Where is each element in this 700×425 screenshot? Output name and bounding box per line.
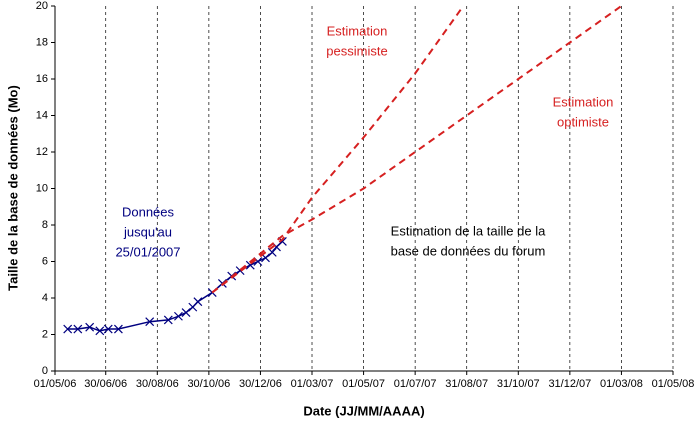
x-tick-label: 01/05/07 bbox=[342, 378, 385, 390]
x-tick-label: 01/07/07 bbox=[394, 378, 437, 390]
y-tick-label: 2 bbox=[42, 328, 48, 340]
x-tick-label: 30/10/06 bbox=[187, 378, 230, 390]
y-tick-label: 14 bbox=[36, 109, 48, 121]
y-tick-label: 20 bbox=[36, 0, 48, 12]
y-tick-label: 6 bbox=[42, 255, 48, 267]
data-point bbox=[85, 322, 95, 332]
data-point bbox=[267, 247, 277, 257]
data-point bbox=[193, 297, 203, 307]
data-point bbox=[103, 324, 113, 334]
x-tick-label: 30/12/06 bbox=[239, 378, 282, 390]
data-point bbox=[163, 315, 173, 325]
annotation: jusqu'au bbox=[123, 224, 172, 239]
annotation: Données bbox=[122, 204, 175, 219]
data-point bbox=[181, 308, 191, 318]
annotation: Estimation de la taille de la bbox=[391, 223, 546, 238]
y-tick-label: 8 bbox=[42, 219, 48, 231]
data-point bbox=[95, 326, 105, 336]
data-point bbox=[73, 324, 83, 334]
data-point bbox=[145, 317, 155, 327]
x-tick-label: 01/03/08 bbox=[600, 378, 643, 390]
x-tick-label: 01/05/08 bbox=[652, 378, 695, 390]
x-tick-label: 31/12/07 bbox=[548, 378, 591, 390]
annotation: optimiste bbox=[557, 114, 609, 129]
x-tick-label: 31/08/07 bbox=[445, 378, 488, 390]
annotation: base de données du forum bbox=[391, 243, 546, 258]
y-tick-label: 18 bbox=[36, 36, 48, 48]
data-point bbox=[113, 324, 123, 334]
annotation: Estimation bbox=[553, 94, 614, 109]
y-tick-label: 4 bbox=[42, 292, 48, 304]
y-tick-label: 0 bbox=[42, 365, 48, 377]
y-tick-label: 12 bbox=[36, 146, 48, 158]
x-tick-label: 01/03/07 bbox=[291, 378, 334, 390]
data-point bbox=[63, 324, 73, 334]
x-axis-title: Date (JJ/MM/AAAA) bbox=[303, 403, 424, 418]
x-tick-label: 30/08/06 bbox=[136, 378, 179, 390]
annotation: pessimiste bbox=[326, 43, 387, 58]
x-tick-label: 01/05/06 bbox=[34, 378, 77, 390]
y-axis-title: Taille de la base de données (Mo) bbox=[5, 85, 20, 291]
y-tick-label: 16 bbox=[36, 73, 48, 85]
annotation: 25/01/2007 bbox=[115, 244, 180, 259]
y-tick-label: 10 bbox=[36, 182, 48, 194]
series-line bbox=[211, 5, 465, 294]
x-tick-label: 31/10/07 bbox=[497, 378, 540, 390]
x-tick-label: 30/06/06 bbox=[84, 378, 127, 390]
data-point bbox=[174, 311, 183, 321]
series-line bbox=[211, 5, 622, 294]
annotation: Estimation bbox=[327, 23, 388, 38]
